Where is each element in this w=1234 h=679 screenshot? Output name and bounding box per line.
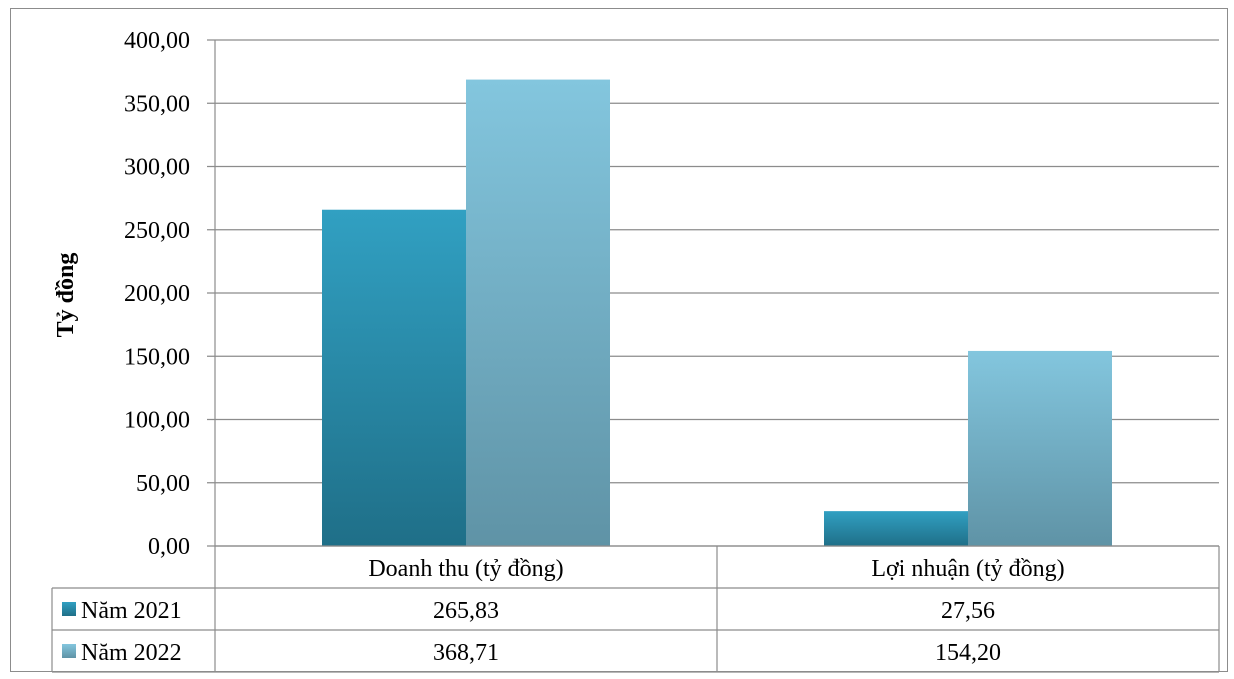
x-category-label: Lợi nhuận (tỷ đồng) bbox=[871, 556, 1064, 582]
bar-nam-2021-doanh-thu bbox=[322, 209, 466, 547]
data-table-value: 368,71 bbox=[433, 640, 499, 666]
bars bbox=[322, 79, 1112, 547]
y-tick-label: 50,00 bbox=[136, 471, 190, 497]
data-table-value: 154,20 bbox=[935, 640, 1001, 666]
data-table: Doanh thu (tỷ đồng) Lợi nhuận (tỷ đồng) Nă… bbox=[51, 545, 1220, 673]
data-table-value: 265,83 bbox=[433, 598, 499, 624]
y-tick-label: 400,00 bbox=[124, 28, 190, 54]
y-tick-label: 300,00 bbox=[124, 155, 190, 181]
y-tick-label: 150,00 bbox=[124, 344, 190, 370]
bar-nam-2021-loi-nhuan bbox=[824, 511, 968, 546]
y-tick-label: 0,00 bbox=[148, 534, 190, 560]
legend-swatch bbox=[62, 644, 76, 658]
y-axis-tick-labels: 0,00 50,00 100,00 150,00 200,00 250,00 300,00 3… bbox=[124, 28, 190, 560]
y-tick-label: 250,00 bbox=[124, 218, 190, 244]
y-tick-label: 100,00 bbox=[124, 408, 190, 434]
legend-label: Năm 2022 bbox=[81, 640, 182, 666]
bar-nam-2022-doanh-thu bbox=[466, 79, 610, 546]
legend-label: Năm 2021 bbox=[81, 598, 182, 624]
legend-swatch bbox=[62, 602, 76, 616]
y-tick-label: 200,00 bbox=[124, 281, 190, 307]
y-axis-title: Tỷ đồng bbox=[53, 253, 79, 338]
bar-nam-2022-loi-nhuan bbox=[968, 350, 1112, 546]
chart-frame bbox=[10, 8, 1228, 672]
x-category-label: Doanh thu (tỷ đồng) bbox=[368, 556, 563, 582]
data-table-value: 27,56 bbox=[941, 598, 995, 624]
y-tick-label: 350,00 bbox=[124, 91, 190, 117]
